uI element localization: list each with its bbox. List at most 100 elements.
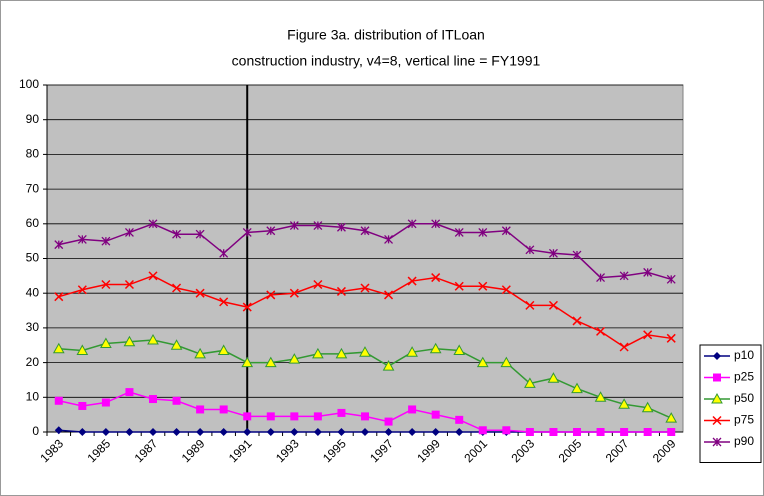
point: [194, 347, 206, 359]
point: [478, 426, 487, 435]
point: [54, 396, 63, 405]
point: [124, 228, 134, 237]
legend-label: p10: [734, 348, 754, 362]
point: [619, 342, 629, 352]
point: [124, 279, 134, 290]
point: [219, 428, 228, 436]
y-tick-label: 30: [26, 320, 40, 334]
point: [54, 292, 64, 302]
chart-subtitle: construction industry, v4=8, vertical li…: [232, 53, 541, 69]
y-tick-label: 20: [26, 355, 40, 369]
point: [478, 228, 488, 237]
point: [384, 417, 393, 426]
point: [149, 428, 157, 436]
point: [170, 339, 183, 350]
y-tick-label: 50: [26, 251, 40, 265]
point: [667, 428, 676, 436]
legend-marker: [713, 352, 721, 360]
point: [264, 356, 277, 368]
point: [196, 428, 205, 436]
point: [525, 428, 534, 436]
point: [525, 300, 535, 310]
legend-marker: [712, 415, 722, 426]
point: [478, 281, 488, 291]
point: [360, 283, 370, 293]
point: [431, 410, 440, 419]
point: [78, 401, 87, 410]
point: [454, 281, 464, 291]
point: [290, 412, 299, 421]
point: [360, 226, 370, 236]
point: [243, 412, 252, 421]
point: [476, 356, 489, 368]
point: [549, 428, 558, 436]
point: [619, 271, 629, 281]
point: [547, 372, 560, 383]
point: [643, 428, 652, 436]
point: [77, 285, 87, 295]
point: [548, 248, 558, 258]
point: [429, 342, 442, 354]
point: [337, 428, 346, 436]
y-tick-label: 100: [19, 77, 39, 91]
legend-label: p90: [734, 434, 754, 448]
point: [408, 428, 417, 436]
point: [594, 391, 607, 402]
legend-label: p50: [734, 391, 754, 405]
point: [219, 405, 228, 414]
point: [266, 226, 276, 236]
point: [337, 408, 346, 417]
point: [101, 279, 111, 290]
point: [431, 273, 441, 283]
point: [101, 428, 110, 436]
point: [77, 234, 87, 244]
point: [242, 228, 252, 237]
legend-label: p25: [734, 370, 754, 384]
point: [501, 226, 511, 236]
point: [359, 346, 371, 357]
point: [290, 428, 299, 436]
point: [217, 344, 230, 355]
point: [596, 428, 605, 436]
point: [525, 245, 535, 255]
point: [384, 428, 393, 436]
point: [571, 382, 583, 394]
point: [336, 286, 346, 296]
point: [172, 428, 181, 436]
point: [313, 279, 323, 290]
point: [336, 222, 346, 232]
y-tick-label: 0: [32, 424, 39, 438]
point: [242, 302, 252, 312]
point: [288, 353, 301, 364]
point: [243, 428, 252, 436]
point: [618, 398, 630, 409]
point: [382, 360, 395, 371]
point: [643, 267, 653, 277]
legend-marker: [713, 373, 721, 382]
point: [313, 221, 323, 230]
point: [172, 396, 181, 405]
point: [501, 285, 511, 295]
point: [384, 290, 394, 300]
point: [125, 428, 134, 436]
point: [500, 356, 513, 368]
point: [643, 330, 653, 340]
point: [453, 344, 466, 355]
point: [666, 333, 676, 343]
legend-label: p75: [734, 413, 754, 427]
point: [407, 276, 417, 286]
point: [596, 273, 606, 283]
point: [596, 326, 606, 336]
point: [407, 219, 417, 229]
point: [620, 428, 629, 436]
point: [78, 428, 87, 436]
point: [572, 250, 582, 260]
point: [548, 300, 558, 310]
point: [54, 426, 63, 435]
y-tick-label: 90: [26, 112, 40, 126]
point: [431, 219, 441, 229]
point: [502, 426, 511, 435]
point: [361, 428, 369, 436]
point: [266, 428, 275, 436]
legend-marker: [712, 437, 722, 447]
